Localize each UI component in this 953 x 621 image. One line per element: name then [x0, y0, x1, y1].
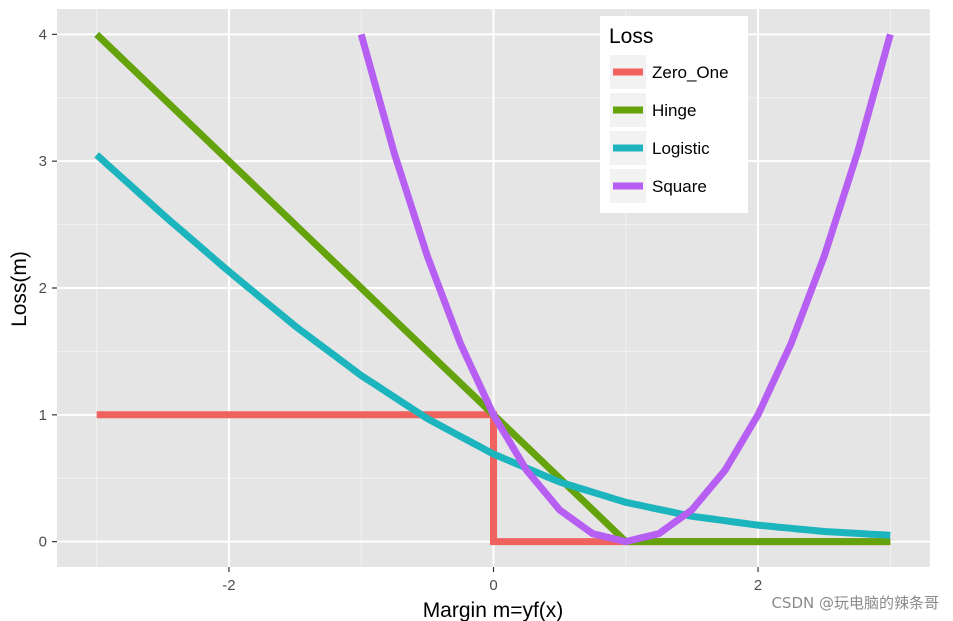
legend-title: Loss: [609, 25, 653, 48]
y-tick-label: 0: [39, 534, 47, 551]
series-layer: [94, 31, 894, 546]
series-line-square: [357, 33, 894, 546]
y-axis: 0 1 2 3 4: [39, 26, 57, 551]
y-tick-label: 1: [39, 407, 47, 424]
x-axis-title: Margin m=yf(x): [423, 599, 564, 621]
legend-label: Hinge: [652, 101, 696, 120]
x-tick-label: 0: [489, 577, 497, 594]
y-axis-title: Loss(m): [8, 251, 31, 327]
y-tick-label: 3: [39, 153, 47, 170]
y-tick-label: 2: [39, 280, 47, 297]
legend-label: Logistic: [652, 139, 710, 158]
x-tick-label: -2: [222, 577, 235, 594]
x-tick-label: 2: [754, 577, 762, 594]
legend-label: Square: [652, 177, 707, 196]
legend-label: Zero_One: [652, 63, 729, 82]
watermark-text: CSDN @玩电脑的辣条哥: [771, 594, 939, 612]
legend: Loss Zero_One Hinge Logistic Square: [600, 16, 748, 213]
y-tick-label: 4: [39, 26, 47, 43]
series-line-logistic: [94, 152, 891, 539]
x-axis: -2 0 2: [222, 567, 762, 594]
